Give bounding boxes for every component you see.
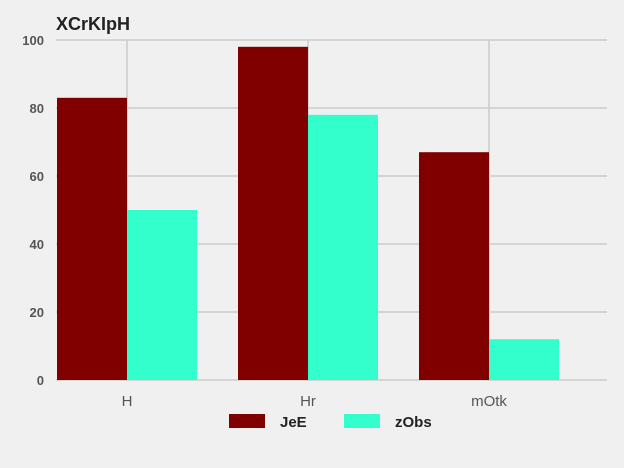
- y-tick-label: 80: [30, 101, 44, 116]
- bar-JeE-Hr: [238, 46, 308, 381]
- legend-swatch: [229, 414, 265, 428]
- x-axis-ticks: H Hr mOtk: [122, 393, 508, 410]
- bar-zObs-mOtk: [489, 339, 559, 380]
- x-tick-label: H: [122, 393, 133, 410]
- bar-JeE-mOtk: [419, 152, 489, 380]
- y-tick-label: 100: [22, 33, 44, 48]
- legend-swatch: [344, 414, 380, 428]
- y-tick-label: 20: [30, 305, 44, 320]
- legend: JeE zObs: [229, 414, 432, 431]
- bar-zObs-H: [127, 210, 197, 380]
- bar-zObs-Hr: [308, 114, 378, 381]
- y-tick-label: 40: [30, 237, 44, 252]
- legend-label: zObs: [395, 414, 432, 431]
- y-axis-ticks: 0 20 40 60 80 100: [22, 33, 44, 388]
- y-tick-label: 60: [30, 169, 44, 184]
- bar-JeE-H: [57, 97, 127, 381]
- y-tick-label: 0: [37, 373, 44, 388]
- x-tick-label: Hr: [300, 393, 316, 410]
- chart-title: XCrKIpH: [56, 14, 130, 34]
- legend-label: JeE: [280, 414, 307, 431]
- x-tick-label: mOtk: [471, 393, 507, 410]
- bars: [57, 46, 559, 381]
